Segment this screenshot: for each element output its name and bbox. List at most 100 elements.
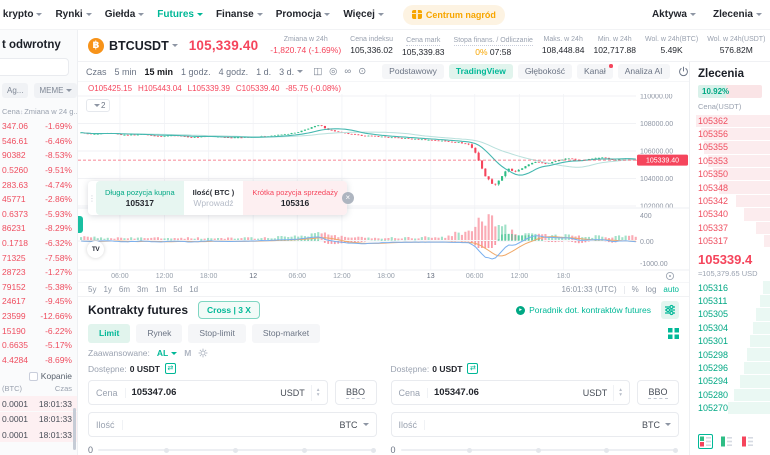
- interval-3-d[interactable]: 3 d.: [279, 67, 304, 77]
- collapsed-buy-tag[interactable]: [78, 216, 83, 233]
- bid-row[interactable]: 105296: [690, 361, 770, 375]
- qty-slider[interactable]: 0: [88, 444, 377, 455]
- qty-field[interactable]: Ilość BTC: [88, 412, 377, 437]
- short-entry-button[interactable]: Krótka pozycja sprzedaży 105316: [243, 181, 347, 215]
- market-row[interactable]: 0.6373 -5.93%: [0, 207, 77, 222]
- compare-icon[interactable]: ∞: [344, 66, 352, 77]
- price-value[interactable]: 105347.06: [434, 387, 479, 398]
- bid-row[interactable]: 105298: [690, 348, 770, 361]
- drag-handle-icon[interactable]: ⋮: [88, 193, 96, 203]
- tab-ag[interactable]: Ag...: [2, 83, 29, 98]
- orderbook-last-price[interactable]: 105339.4: [698, 251, 753, 267]
- margin-mode-icon[interactable]: M: [184, 348, 192, 358]
- price-value[interactable]: 105347.06: [131, 387, 177, 398]
- scale-auto[interactable]: auto: [663, 285, 679, 294]
- market-row[interactable]: 347.06 -1.69%: [0, 119, 77, 134]
- ask-row[interactable]: 105317: [690, 235, 770, 248]
- view-tradingview[interactable]: TradingView: [448, 64, 513, 79]
- range-1y[interactable]: 1y: [103, 285, 112, 294]
- utc-clock[interactable]: 16:01:33 (UTC): [561, 285, 617, 294]
- trade-row[interactable]: 0.0001 18:01:33: [0, 396, 77, 412]
- market-row[interactable]: 90382 -8.53%: [0, 148, 77, 163]
- search-input[interactable]: [0, 58, 69, 76]
- nav-item-gie-da[interactable]: Giełda: [105, 9, 145, 20]
- slider-dot[interactable]: [164, 447, 170, 453]
- stepper-icon[interactable]: ▴ ▾: [310, 384, 320, 401]
- orderbook-mode-bids-icon[interactable]: [719, 434, 734, 449]
- bid-row[interactable]: 105294: [690, 375, 770, 388]
- price-field[interactable]: Cena 105347.06 USDT ▴ ▾: [88, 380, 328, 405]
- ask-row[interactable]: 105337: [690, 221, 770, 235]
- chevron-down-icon[interactable]: [171, 44, 178, 47]
- order-type-limit[interactable]: Limit: [88, 324, 131, 343]
- bid-row[interactable]: 105270: [690, 401, 770, 415]
- qty-field[interactable]: Ilość BTC: [390, 412, 679, 437]
- slider-dot[interactable]: [370, 447, 376, 453]
- interval-czas[interactable]: Czas: [86, 66, 107, 77]
- orderbook-mode-asks-icon[interactable]: [740, 434, 755, 449]
- view-analiza-ai[interactable]: Analiza AI: [617, 64, 670, 79]
- ask-row[interactable]: 105356: [690, 127, 770, 141]
- bid-row[interactable]: 105316: [690, 281, 770, 294]
- order-type-rynek[interactable]: Rynek: [136, 324, 183, 343]
- market-row[interactable]: 546.61 -6.46%: [0, 134, 77, 149]
- nav-item-rynki[interactable]: Rynki: [55, 9, 92, 20]
- slider-dot[interactable]: [673, 447, 679, 453]
- chart-canvas[interactable]: 110000.00 108000.00 106000.00 104000.00 1020…: [78, 94, 690, 282]
- market-row[interactable]: 283.63 -4.74%: [0, 177, 77, 192]
- bid-row[interactable]: 105301: [690, 334, 770, 348]
- tab-meme[interactable]: MEME: [34, 83, 77, 98]
- interval-5-min[interactable]: 5 min: [114, 66, 137, 77]
- market-row[interactable]: 0.5260 -9.51%: [0, 163, 77, 178]
- market-row[interactable]: 28723 -1.27%: [0, 265, 77, 280]
- scale-log[interactable]: log: [645, 285, 657, 294]
- trade-row[interactable]: 0.0001 18:01:33: [0, 411, 77, 427]
- indicator-icon[interactable]: ◎: [329, 66, 338, 77]
- market-row[interactable]: 0.1718 -6.32%: [0, 236, 77, 251]
- nav-item-zlecenia[interactable]: Zlecenia: [713, 9, 762, 20]
- nav-item-promocja[interactable]: Promocja: [276, 9, 331, 20]
- market-row[interactable]: 23599 -12.66%: [0, 309, 77, 324]
- scale-item[interactable]: %: [631, 285, 639, 294]
- bbo-button[interactable]: BBO: [334, 380, 377, 405]
- bid-row[interactable]: 105311: [690, 294, 770, 308]
- rewards-center-badge[interactable]: Centrum nagród: [402, 4, 505, 25]
- ask-row[interactable]: 105353: [690, 154, 770, 168]
- col-change[interactable]: Zmiana w 24 g...↕: [24, 107, 77, 116]
- power-icon[interactable]: [678, 66, 689, 77]
- kopanie-checkbox[interactable]: [28, 371, 38, 381]
- close-icon[interactable]: ×: [341, 192, 354, 204]
- market-row[interactable]: 24617 -9.45%: [0, 294, 77, 309]
- futures-guide-link[interactable]: ▸ Poradnik dot. kontraktów futures: [516, 305, 651, 315]
- market-row[interactable]: 4.4284 -8.69%: [0, 353, 77, 368]
- range-1d[interactable]: 1d: [189, 285, 199, 294]
- symbol-selector[interactable]: BTCUSDT: [109, 38, 169, 53]
- chart-type-icon[interactable]: ◫: [313, 66, 323, 77]
- order-type-stop-limit[interactable]: Stop-limit: [188, 324, 246, 343]
- qty-slider[interactable]: 0: [391, 444, 680, 455]
- range-1m[interactable]: 1m: [155, 285, 167, 294]
- tune-icon[interactable]: [661, 301, 679, 319]
- slider-track[interactable]: [98, 447, 376, 453]
- grid-layout-icon[interactable]: [668, 328, 679, 339]
- range-5d[interactable]: 5d: [173, 285, 183, 294]
- slider-knob[interactable]: 0: [88, 445, 94, 455]
- ask-row[interactable]: 105340: [690, 208, 770, 221]
- sidebar-scrollbar[interactable]: [73, 408, 76, 450]
- order-type-stop-market[interactable]: Stop-market: [251, 324, 321, 343]
- nav-item-wi-cej[interactable]: Więcej: [343, 9, 384, 20]
- bid-row[interactable]: 105304: [690, 321, 770, 334]
- qty-unit-dropdown[interactable]: BTC: [642, 420, 671, 430]
- interval-1-d[interactable]: 1 d.: [256, 66, 272, 77]
- interval-4-godz[interactable]: 4 godz.: [218, 66, 249, 77]
- interval-1-godz[interactable]: 1 godz.: [181, 66, 211, 77]
- nav-item-aktywa[interactable]: Aktywa: [652, 9, 696, 20]
- market-row[interactable]: 0.6635 -5.17%: [0, 338, 77, 353]
- market-row[interactable]: 15190 -6.22%: [0, 323, 77, 338]
- price-field[interactable]: Cena 105347.06 USDT ▴ ▾: [390, 380, 630, 405]
- col-price[interactable]: Cena↕: [2, 107, 24, 116]
- ask-row[interactable]: 105348: [690, 181, 770, 194]
- leverage-button[interactable]: Cross | 3 X: [198, 301, 260, 319]
- range-5y[interactable]: 5y: [88, 285, 97, 294]
- slider-dot[interactable]: [466, 447, 472, 453]
